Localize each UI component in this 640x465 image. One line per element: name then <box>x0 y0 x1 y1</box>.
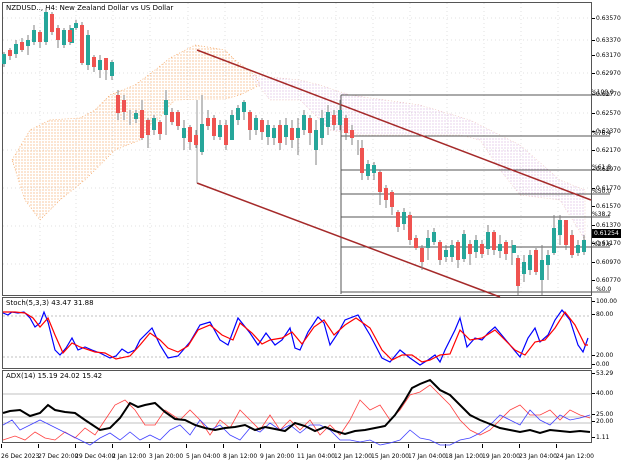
current-price-badge: 0.61254 <box>592 229 621 238</box>
stoch-axis: 100.00 80.00 20.00 0.00 <box>592 297 640 369</box>
adx-tick: 20.00 <box>592 418 613 425</box>
time-tick: 2 Jan 12:00 <box>112 444 147 460</box>
time-tick: 15 Jan 20:00 <box>371 444 409 460</box>
time-tick: 26 Dec 2023 <box>1 444 40 460</box>
price-tick: 0.63170 <box>592 52 621 59</box>
stoch-tick: 100.00 <box>592 298 617 305</box>
time-tick: 29 Dec 04:00 <box>75 444 116 460</box>
time-tick: 19 Jan 20:00 <box>482 444 520 460</box>
adx-main-line <box>2 378 591 436</box>
stochastic-panel[interactable]: Stoch(5,3,3) 43.47 31.88 <box>2 297 592 369</box>
chart-title: NZDUSD.., H4: New Zealand Dollar vs US D… <box>6 4 174 12</box>
price-tick: 0.61370 <box>592 222 621 229</box>
time-tick: 23 Jan 04:00 <box>519 444 557 460</box>
adx-panel[interactable]: ADX(14) 15.19 24.02 15.42 <box>2 370 592 443</box>
price-tick: 0.61770 <box>592 185 621 192</box>
stoch-signal-line <box>3 310 588 363</box>
adx-title: ADX(14) 15.19 24.02 15.42 <box>6 372 103 380</box>
time-tick: 9 Jan 20:00 <box>260 444 295 460</box>
stoch-tick: 80.00 <box>592 311 613 318</box>
adx-tick: 25.00 <box>592 411 613 418</box>
adx-tick: 40.00 <box>592 390 613 397</box>
candlesticks <box>2 8 586 295</box>
price-tick: 0.62170 <box>592 147 621 154</box>
price-tick: 0.63370 <box>592 37 621 44</box>
adx-reference-lines <box>3 393 591 424</box>
price-tick: 0.62970 <box>592 70 621 77</box>
stoch-reference-lines <box>3 315 591 358</box>
adx-minus-di-line <box>2 384 591 441</box>
fib-label-38: %38.2 <box>592 211 612 218</box>
time-tick: 3 Jan 20:00 <box>149 444 184 460</box>
price-tick: 0.61570 <box>592 203 621 210</box>
time-axis[interactable]: 26 Dec 2023 27 Dec 20:00 29 Dec 04:00 2 … <box>0 443 640 465</box>
price-tick: 0.63570 <box>592 15 621 22</box>
price-tick: 0.60770 <box>592 277 621 284</box>
time-tick: 8 Jan 12:00 <box>223 444 258 460</box>
ichimoku-cloud-bearish <box>249 74 586 241</box>
fib-label-0: %0.0 <box>596 286 612 293</box>
adx-tick: 1.11 <box>592 434 609 441</box>
stoch-tick: 20.00 <box>592 352 613 359</box>
time-tick: 27 Dec 20:00 <box>38 444 79 460</box>
price-tick: 0.61170 <box>592 240 621 247</box>
time-tick: 17 Jan 04:00 <box>408 444 446 460</box>
stoch-main-line <box>2 308 589 366</box>
time-tick: 12 Jan 12:00 <box>334 444 372 460</box>
stoch-tick: 0.00 <box>592 361 609 368</box>
price-chart-panel[interactable]: NZDUSD.., H4: New Zealand Dollar vs US D… <box>2 2 592 296</box>
ichimoku-cloud-bullish <box>11 44 261 221</box>
time-tick: 18 Jan 12:00 <box>445 444 483 460</box>
time-tick: 11 Jan 04:00 <box>297 444 335 460</box>
time-tick: 5 Jan 04:00 <box>186 444 221 460</box>
price-tick: 0.62370 <box>592 128 621 135</box>
adx-tick: 53.29 <box>592 370 613 377</box>
price-tick: 0.60970 <box>592 259 621 266</box>
stoch-title: Stoch(5,3,3) 43.47 31.88 <box>6 299 94 307</box>
adx-plus-di-line <box>2 409 591 446</box>
price-tick: 0.62570 <box>592 110 621 117</box>
adx-axis: 53.29 40.00 25.00 20.00 1.11 <box>592 370 640 443</box>
time-tick: 24 Jan 12:00 <box>556 444 594 460</box>
